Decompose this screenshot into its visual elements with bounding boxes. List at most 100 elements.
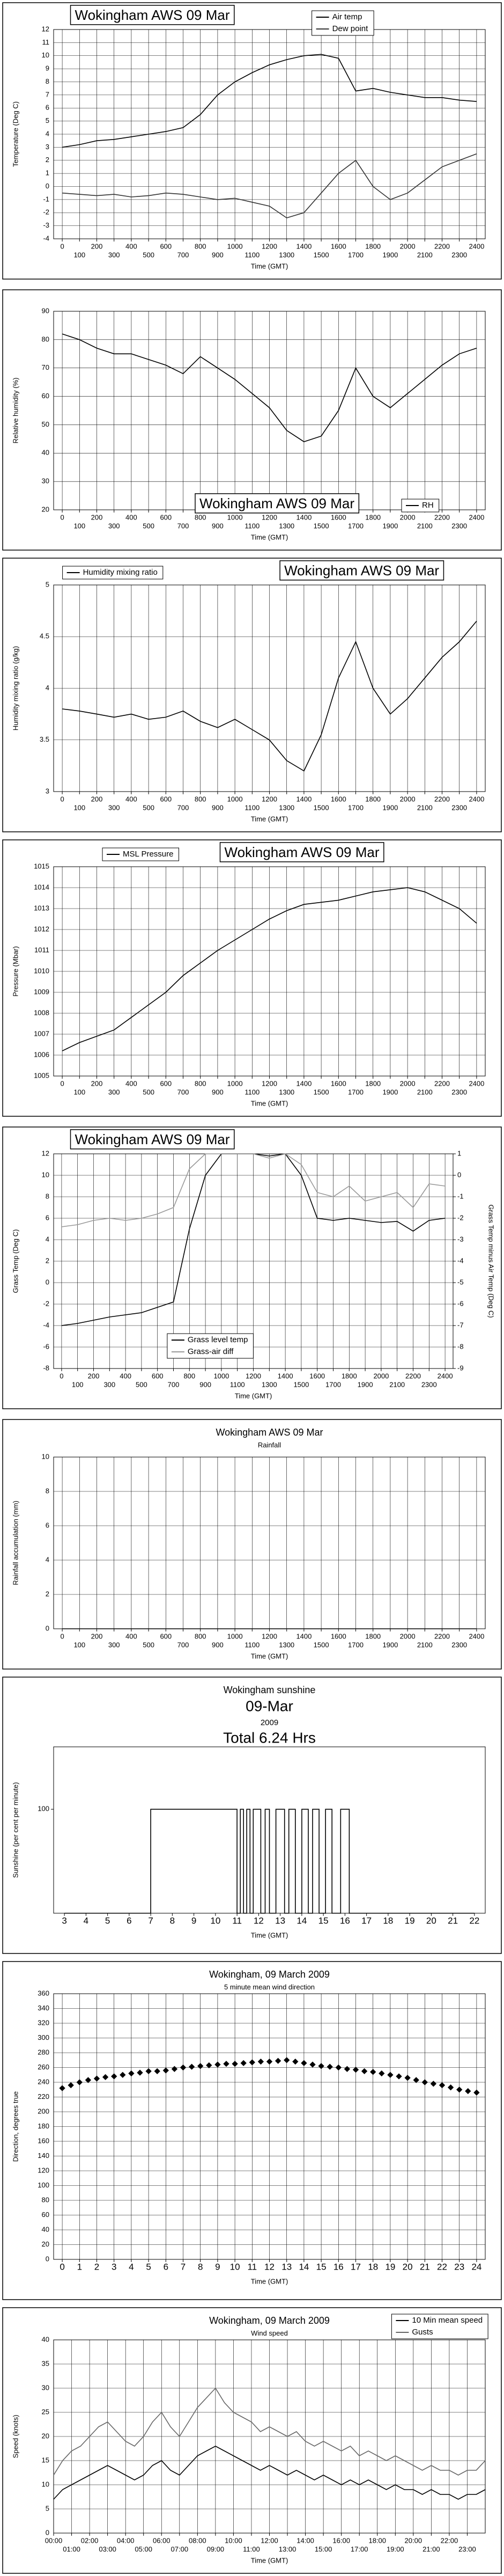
legend-label: MSL Pressure — [123, 850, 173, 859]
x-tick-label: 24 — [471, 2262, 481, 2272]
y-tick-label: 4 — [46, 1555, 49, 1563]
y2-tick-label: -7 — [457, 1321, 464, 1329]
point — [76, 2079, 83, 2085]
chart-year: 2009 — [261, 1718, 278, 1727]
x-axis-label: Time (GMT) — [251, 1099, 288, 1107]
x-tick-label: 1300 — [262, 1380, 277, 1388]
point — [275, 2058, 281, 2064]
y-tick-label: 0 — [46, 2255, 49, 2263]
point — [430, 2081, 437, 2087]
x-tick-label: 1700 — [348, 522, 364, 530]
y-tick-label: -8 — [43, 1364, 49, 1372]
y-tick-label: 1012 — [34, 925, 49, 933]
x-tick-label: 20 — [426, 1915, 436, 1926]
x-tick-label: 800 — [195, 513, 206, 521]
x-tick-label: 13 — [275, 1915, 285, 1926]
x-tick-label: 1700 — [348, 803, 364, 811]
x-tick-label: 400 — [125, 1632, 137, 1640]
y-tick-label: 1011 — [34, 946, 49, 954]
y-tick-label: 60 — [42, 2211, 49, 2219]
x-tick-label: 200 — [91, 242, 103, 250]
x-tick-label: 100 — [73, 803, 85, 811]
point — [249, 2059, 255, 2066]
y2-tick-label: -8 — [457, 1342, 464, 1350]
x-tick-label: 1100 — [244, 1088, 260, 1096]
x-tick-label: 03:00 — [99, 2545, 116, 2553]
x-tick-label: 700 — [177, 803, 189, 811]
x-tick-label: 1300 — [279, 1088, 294, 1096]
x-axis-label: Time (GMT) — [251, 1931, 288, 1939]
point — [370, 2069, 376, 2075]
x-tick-label: 10:00 — [225, 2536, 242, 2544]
x-tick-label: 6 — [164, 2262, 168, 2272]
x-tick-label: 2200 — [434, 1632, 450, 1640]
y2-tick-label: -2 — [457, 1213, 464, 1221]
point — [318, 2063, 324, 2069]
series-line — [62, 333, 477, 442]
chart-title: Wokingham AWS 09 Mar — [216, 1427, 323, 1438]
point — [162, 2067, 169, 2074]
x-tick-label: 1200 — [262, 1632, 277, 1640]
title-box — [195, 493, 360, 514]
series-line — [62, 620, 477, 772]
x-tick-label: 400 — [125, 242, 137, 250]
x-tick-label: 2 — [94, 2262, 99, 2272]
y-tick-label: 50 — [42, 420, 49, 428]
y-tick-label: 3.5 — [40, 735, 49, 743]
x-tick-label: 1600 — [331, 513, 346, 521]
y-tick-label: 1009 — [34, 987, 49, 996]
y-tick-label: 30 — [42, 477, 49, 485]
point — [335, 2064, 342, 2071]
x-tick-label: 2100 — [389, 1380, 405, 1388]
x-tick-label: 21 — [448, 1915, 458, 1926]
y2-tick-label: 1 — [457, 1149, 461, 1157]
x-tick-label: 100 — [73, 522, 85, 530]
x-tick-label: 0 — [60, 795, 64, 803]
x-axis-label: Time (GMT) — [251, 1652, 288, 1660]
x-tick-label: 2000 — [400, 513, 416, 521]
x-tick-label: 2200 — [405, 1372, 421, 1380]
y-axis-label: Relative humidity (%) — [11, 378, 19, 444]
x-tick-label: 500 — [136, 1380, 147, 1388]
y-tick-label: 1 — [46, 169, 49, 177]
x-tick-label: 1100 — [244, 1641, 260, 1649]
x-tick-label: 1900 — [382, 1088, 398, 1096]
x-tick-label: 1500 — [314, 522, 329, 530]
x-tick-label: 700 — [177, 1641, 189, 1649]
y-tick-label: 20 — [42, 2240, 49, 2248]
point — [404, 2075, 411, 2081]
x-tick-label: 16:00 — [332, 2536, 350, 2544]
y-tick-label: 10 — [42, 51, 49, 59]
y-tick-label: 2 — [46, 1590, 49, 1598]
y-tick-label: -4 — [43, 1321, 49, 1329]
x-tick-label: 1200 — [262, 1079, 277, 1087]
x-tick-label: 2400 — [469, 513, 484, 521]
x-tick-label: 1700 — [348, 251, 364, 259]
point — [197, 2063, 204, 2069]
x-tick-label: 1500 — [314, 251, 329, 259]
x-tick-label: 13:00 — [279, 2545, 297, 2553]
x-axis-label: Time (GMT) — [251, 533, 288, 541]
chart-title: Wokingham AWS 09 Mar — [75, 7, 230, 23]
x-axis-label: Time (GMT) — [251, 2277, 288, 2285]
y-tick-label: 35 — [42, 2359, 49, 2367]
y-tick-label: 5 — [46, 2504, 49, 2512]
y-tick-label: -6 — [43, 1342, 49, 1350]
y-tick-label: 4 — [46, 129, 49, 137]
point — [387, 2072, 394, 2078]
point — [309, 2061, 316, 2068]
x-tick-label: 19 — [385, 2262, 395, 2272]
x-tick-label: 400 — [120, 1372, 131, 1380]
x-tick-label: 0 — [60, 1632, 64, 1640]
x-tick-label: 2000 — [400, 242, 416, 250]
y-tick-label: 10 — [42, 1170, 49, 1179]
x-tick-label: 10 — [230, 2262, 240, 2272]
x-tick-label: 1500 — [314, 803, 329, 811]
x-tick-label: 1500 — [314, 1088, 329, 1096]
y-tick-label: 300 — [38, 2033, 49, 2041]
x-tick-label: 16 — [340, 1915, 350, 1926]
title-box — [219, 842, 384, 862]
y-tick-label: 1015 — [34, 862, 49, 870]
x-tick-label: 23 — [454, 2262, 464, 2272]
